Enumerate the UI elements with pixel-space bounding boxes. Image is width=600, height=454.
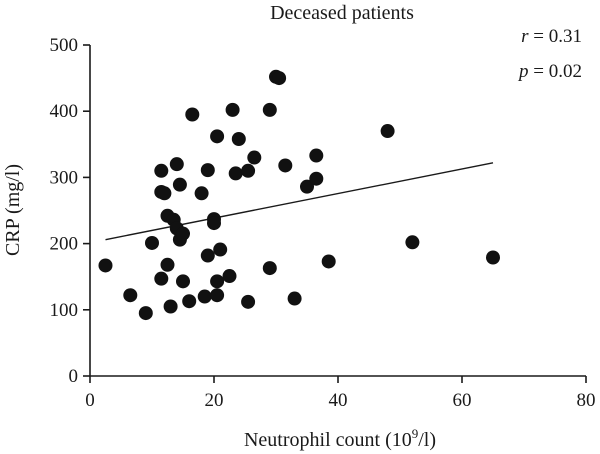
- data-point: [157, 186, 172, 201]
- x-axis-label-superscript: 9: [412, 426, 419, 441]
- data-point: [145, 235, 159, 250]
- y-axis-label: CRP (mg/l): [2, 164, 24, 256]
- data-point: [200, 163, 215, 178]
- data-point: [231, 132, 246, 147]
- data-point: [278, 158, 293, 173]
- data-point: [176, 226, 190, 241]
- data-point: [138, 306, 153, 321]
- data-point: [486, 250, 500, 265]
- y-tick-label: 200: [50, 234, 79, 255]
- x-tick-label: 0: [85, 390, 95, 411]
- data-point: [197, 289, 212, 304]
- y-tick-label: 100: [50, 300, 79, 321]
- ticks: 0 100 200 300 400 500 0 20 40 60 80: [50, 35, 596, 411]
- data-point: [262, 261, 277, 276]
- p-value: = 0.02: [529, 61, 582, 82]
- data-point: [154, 271, 169, 286]
- data-point: [213, 242, 228, 257]
- data-point: [176, 274, 190, 289]
- data-point: [210, 288, 225, 303]
- y-tick-label: 0: [69, 366, 79, 387]
- data-point: [241, 163, 256, 178]
- data-point: [172, 177, 187, 192]
- data-point: [225, 102, 240, 117]
- data-point: [98, 258, 113, 273]
- data-point: [163, 299, 178, 314]
- data-point: [309, 171, 324, 186]
- data-point: [228, 166, 243, 181]
- data-point: [210, 274, 225, 289]
- x-tick-label: 60: [453, 390, 472, 411]
- data-point: [154, 163, 169, 178]
- data-point: [185, 107, 200, 122]
- data-point: [123, 288, 138, 303]
- y-tick-label: 300: [50, 167, 79, 188]
- data-point: [182, 294, 197, 309]
- data-point: [160, 257, 175, 272]
- data-point: [200, 248, 215, 263]
- data-point: [169, 157, 184, 172]
- data-point: [262, 102, 277, 117]
- data-point: [194, 186, 209, 201]
- r-symbol: r: [521, 26, 529, 47]
- y-tick-label: 500: [50, 35, 79, 56]
- data-point: [309, 148, 324, 163]
- data-point: [272, 71, 287, 86]
- p-annotation: p = 0.02: [517, 61, 582, 82]
- p-symbol: p: [517, 61, 529, 82]
- data-point: [405, 235, 420, 250]
- data-point: [287, 291, 302, 306]
- data-point: [207, 216, 221, 231]
- data-point: [380, 124, 395, 139]
- y-tick-label: 400: [50, 101, 79, 122]
- x-tick-label: 40: [329, 390, 348, 411]
- data-point: [300, 179, 314, 194]
- data-point: [321, 254, 336, 269]
- data-points: [98, 69, 500, 321]
- x-axis-label: Neutrophil count (109/l): [244, 426, 436, 451]
- data-point: [210, 129, 225, 144]
- data-point: [247, 150, 262, 165]
- r-value: = 0.31: [529, 26, 582, 47]
- data-point: [241, 294, 256, 309]
- r-annotation: r = 0.31: [521, 26, 582, 47]
- data-point: [222, 269, 237, 284]
- chart-title: Deceased patients: [270, 2, 414, 24]
- x-tick-label: 20: [205, 390, 224, 411]
- x-tick-label: 80: [577, 390, 596, 411]
- x-axis-label-main: Neutrophil count (10: [244, 429, 412, 451]
- x-axis-label-end: /l): [418, 429, 436, 451]
